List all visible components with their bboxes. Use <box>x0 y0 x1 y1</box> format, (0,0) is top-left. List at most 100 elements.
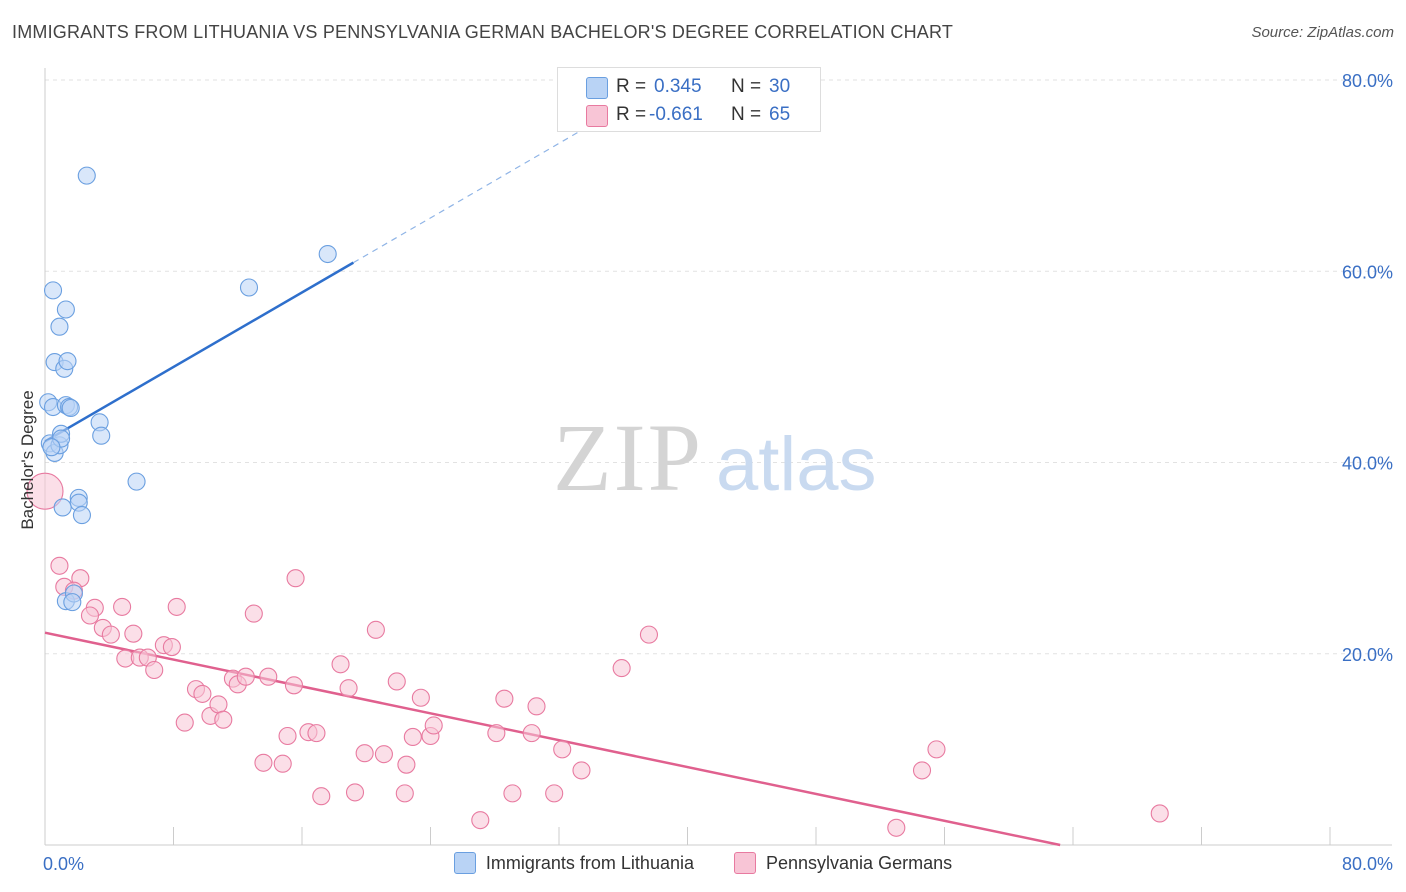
point-pennsylvania <box>286 569 305 588</box>
point-lithuania <box>42 438 61 457</box>
x-tick-label: 0.0% <box>43 854 84 874</box>
point-pennsylvania <box>236 667 255 686</box>
point-pennsylvania <box>572 761 591 780</box>
point-lithuania <box>61 398 80 418</box>
watermark: ZIP atlas <box>553 404 877 511</box>
point-pennsylvania <box>527 697 546 716</box>
trend-line-lithuania-extension <box>353 114 608 264</box>
axes <box>44 68 1392 846</box>
y-axis-label: Bachelor's Degree <box>18 390 37 530</box>
point-pennsylvania <box>403 727 422 746</box>
watermark-atlas: atlas <box>716 422 877 507</box>
trend-lines <box>44 114 1061 847</box>
legend-item-pennsylvania[interactable]: Pennsylvania Germans <box>734 852 952 874</box>
point-lithuania <box>72 506 91 525</box>
point-pennsylvania <box>80 606 100 625</box>
point-lithuania <box>50 317 69 336</box>
point-pennsylvania <box>278 726 297 746</box>
stats-n-label: N = <box>731 104 762 125</box>
point-lithuania <box>318 244 337 264</box>
point-pennsylvania <box>424 716 443 735</box>
point-pennsylvania <box>284 676 304 695</box>
point-pennsylvania <box>487 724 506 743</box>
grid-lines <box>45 79 1392 655</box>
point-pennsylvania <box>244 604 263 623</box>
point-pennsylvania <box>927 740 946 759</box>
stats-r-value-lithuania: 0.345 <box>654 76 702 97</box>
legend: Immigrants from Lithuania Pennsylvania G… <box>0 852 1406 874</box>
legend-label-pennsylvania: Pennsylvania Germans <box>766 852 953 873</box>
point-lithuania <box>58 352 77 371</box>
point-lithuania <box>92 426 111 445</box>
point-pennsylvania <box>345 783 365 802</box>
point-lithuania <box>127 472 146 491</box>
y-tick-label: 40.0% <box>1342 454 1393 474</box>
point-pennsylvania <box>162 638 181 657</box>
point-pennsylvania <box>522 724 541 743</box>
stats-n-label: N = <box>731 76 762 97</box>
point-pennsylvania <box>553 740 572 759</box>
data-points <box>26 166 1169 837</box>
point-pennsylvania <box>209 695 228 714</box>
y-tick-label: 20.0% <box>1342 645 1393 665</box>
y-tick-label: 60.0% <box>1342 262 1393 282</box>
point-pennsylvania <box>639 625 659 644</box>
point-pennsylvania <box>355 744 374 763</box>
point-pennsylvania <box>471 811 490 830</box>
legend-item-lithuania[interactable]: Immigrants from Lithuania <box>453 852 694 874</box>
point-pennsylvania <box>366 620 385 639</box>
tick-labels: 20.0% 40.0% 60.0% 80.0% 0.0% 80.0% <box>43 71 1393 874</box>
point-pennsylvania <box>254 753 273 772</box>
point-lithuania <box>43 281 63 300</box>
point-lithuania <box>63 593 82 612</box>
point-pennsylvania <box>124 624 143 643</box>
source-label: Source: ZipAtlas.com <box>1251 24 1394 41</box>
point-pennsylvania <box>167 597 186 616</box>
watermark-zip: ZIP <box>553 404 703 511</box>
point-pennsylvania <box>495 689 514 708</box>
point-pennsylvania <box>887 818 906 837</box>
point-pennsylvania <box>145 660 164 680</box>
point-pennsylvania <box>307 724 326 743</box>
x-tick-label: 80.0% <box>1342 854 1393 874</box>
chart-title: IMMIGRANTS FROM LITHUANIA VS PENNSYLVANI… <box>12 22 954 42</box>
point-pennsylvania <box>214 710 233 729</box>
stats-r-value-pennsylvania: -0.661 <box>649 104 703 125</box>
stats-n-value-pennsylvania: 65 <box>769 104 791 125</box>
point-pennsylvania <box>545 784 564 803</box>
point-pennsylvania <box>339 679 358 698</box>
point-pennsylvania <box>411 688 430 707</box>
point-pennsylvania <box>193 684 212 703</box>
point-pennsylvania <box>101 625 120 644</box>
point-pennsylvania <box>374 745 393 764</box>
point-pennsylvania <box>912 761 932 780</box>
legend-label-lithuania: Immigrants from Lithuania <box>485 852 694 873</box>
stats-swatch-pennsylvania <box>586 105 608 127</box>
point-pennsylvania <box>113 597 132 616</box>
point-pennsylvania <box>259 667 278 686</box>
stats-r-label: R = <box>616 104 647 125</box>
y-tick-label: 80.0% <box>1342 71 1393 91</box>
point-pennsylvania <box>1150 804 1169 823</box>
legend-swatch-lithuania <box>453 852 476 874</box>
trend-line-lithuania <box>44 261 355 443</box>
point-pennsylvania <box>395 784 414 803</box>
stats-swatch-lithuania <box>586 77 608 99</box>
point-lithuania <box>77 166 96 185</box>
point-pennsylvania <box>312 787 331 806</box>
point-pennsylvania <box>331 655 350 674</box>
point-lithuania <box>53 498 72 517</box>
point-pennsylvania <box>26 472 64 510</box>
legend-swatch-pennsylvania <box>734 852 756 874</box>
stats-r-label: R = <box>616 76 647 97</box>
stats-n-value-lithuania: 30 <box>769 76 791 97</box>
stats-legend: R = 0.345 N = 30 R = -0.661 N = 65 <box>557 67 821 132</box>
point-pennsylvania <box>50 556 69 575</box>
point-lithuania <box>56 300 75 319</box>
point-pennsylvania <box>397 755 416 774</box>
point-pennsylvania <box>612 659 631 678</box>
point-lithuania <box>239 278 259 297</box>
point-pennsylvania <box>273 754 292 773</box>
point-pennsylvania <box>387 672 406 691</box>
